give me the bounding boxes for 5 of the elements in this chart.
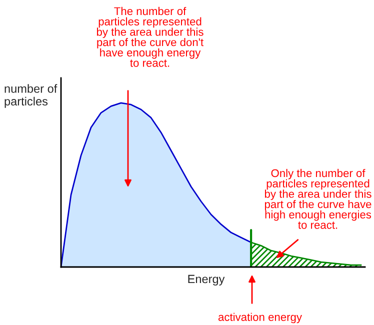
text: activation energy: [218, 312, 302, 324]
x-axis-title: Energy: [188, 274, 225, 286]
text: The number of particles represented by the area under this part of the curve don't have enough energy to react.: [96, 6, 204, 67]
annotation: Only the number of particles represented by the area under this part of the curve have high enough energies to react.: [264, 168, 372, 229]
y-axis-title: number of particles: [4, 84, 58, 108]
